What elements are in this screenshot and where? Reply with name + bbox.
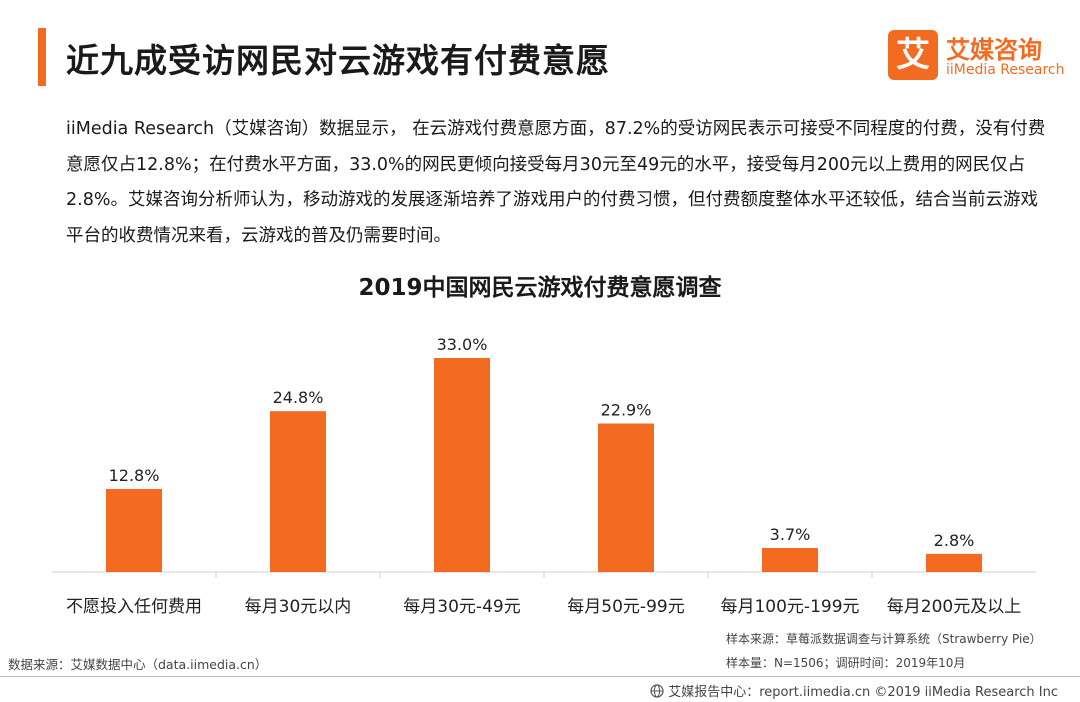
x-tick-label: 每月50元-99元 <box>567 597 684 617</box>
data-label: 22.9% <box>601 400 652 419</box>
x-tick-label: 每月200元及以上 <box>887 597 1021 617</box>
x-tick-label: 不愿投入任何费用 <box>66 597 202 617</box>
bar <box>762 548 818 572</box>
iimedia-logo: 艾 艾媒咨询 iiMedia Research <box>888 30 1065 82</box>
footer-divider <box>0 676 1080 677</box>
logo-chinese-name: 艾媒咨询 <box>946 36 1042 64</box>
sample-source-note: 样本来源：草莓派数据调查与计算系统（Strawberry Pie） <box>726 632 1042 646</box>
data-label: 3.7% <box>770 525 811 544</box>
data-source-note: 数据来源：艾媒数据中心（data.iimedia.cn） <box>8 657 268 672</box>
data-label: 33.0% <box>437 335 488 354</box>
page-title: 近九成受访网民对云游戏有付费意愿 <box>66 41 610 80</box>
x-tick-label: 每月100元-199元 <box>720 597 859 617</box>
bar <box>270 411 326 572</box>
chart-title: 2019中国网民云游戏付费意愿调查 <box>358 275 722 301</box>
bar <box>926 553 982 572</box>
data-label: 12.8% <box>109 466 160 485</box>
x-tick-label: 每月30元-49元 <box>403 597 520 617</box>
footer-text: 艾媒报告中心：report.iimedia.cn ©2019 iiMedia R… <box>668 685 1058 700</box>
data-label: 24.8% <box>273 388 324 407</box>
footer: 艾媒报告中心：report.iimedia.cn ©2019 iiMedia R… <box>650 681 1058 700</box>
bar <box>106 488 162 572</box>
globe-icon <box>650 684 664 698</box>
bar <box>598 423 654 572</box>
logo-mark: 艾 <box>888 30 938 80</box>
sample-size-note: 样本量：N=1506；调研时间：2019年10月 <box>726 656 966 670</box>
logo-english-name: iiMedia Research <box>946 62 1065 78</box>
data-label: 2.8% <box>934 531 975 550</box>
x-tick-label: 每月30元以内 <box>245 597 352 617</box>
intro-paragraph: iiMedia Research（艾媒咨询）数据显示， 在云游戏付费意愿方面，8… <box>66 119 1046 246</box>
bar <box>434 358 490 572</box>
title-accent-bar <box>38 28 46 86</box>
